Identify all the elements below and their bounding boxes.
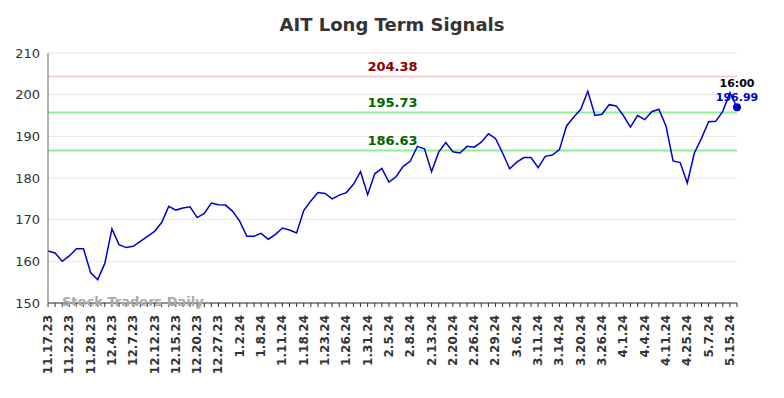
svg-text:4.4.24: 4.4.24 <box>638 315 652 358</box>
svg-text:1.31.24: 1.31.24 <box>361 315 375 366</box>
svg-text:2.26.24: 2.26.24 <box>467 315 481 366</box>
svg-text:1.23.24: 1.23.24 <box>318 315 332 366</box>
svg-text:196.99: 196.99 <box>716 91 758 104</box>
svg-text:3.26.24: 3.26.24 <box>595 315 609 366</box>
svg-text:2.20.24: 2.20.24 <box>446 315 460 366</box>
svg-text:2.5.24: 2.5.24 <box>382 315 396 358</box>
svg-text:204.38: 204.38 <box>367 59 417 74</box>
svg-text:4.1.24: 4.1.24 <box>616 315 630 358</box>
svg-text:12.27.23: 12.27.23 <box>211 315 225 374</box>
svg-text:11.28.23: 11.28.23 <box>84 315 98 374</box>
svg-text:12.15.23: 12.15.23 <box>169 315 183 374</box>
svg-text:12.4.23: 12.4.23 <box>105 315 119 366</box>
svg-text:2.8.24: 2.8.24 <box>403 315 417 358</box>
svg-text:200: 200 <box>15 87 40 102</box>
svg-text:11.22.23: 11.22.23 <box>62 315 76 374</box>
svg-text:5.15.24: 5.15.24 <box>723 315 737 366</box>
svg-text:2.13.24: 2.13.24 <box>425 315 439 366</box>
svg-text:3.20.24: 3.20.24 <box>574 315 588 366</box>
svg-text:12.20.23: 12.20.23 <box>190 315 204 374</box>
svg-text:2.29.24: 2.29.24 <box>488 315 502 366</box>
svg-text:4.25.24: 4.25.24 <box>680 315 694 366</box>
svg-text:1.8.24: 1.8.24 <box>254 315 268 358</box>
svg-text:12.7.23: 12.7.23 <box>126 315 140 366</box>
html-text:Stock Traders Daily: Stock Traders Daily <box>62 294 204 309</box>
html-text:AIT Long Term Signals: AIT Long Term Signals <box>279 14 505 35</box>
svg-text:1.2.24: 1.2.24 <box>233 315 247 358</box>
svg-text:3.11.24: 3.11.24 <box>531 315 545 366</box>
svg-text:186.63: 186.63 <box>367 133 417 148</box>
svg-text:1.11.24: 1.11.24 <box>275 315 289 366</box>
svg-text:3.14.24: 3.14.24 <box>552 315 566 366</box>
svg-text:1.26.24: 1.26.24 <box>339 315 353 366</box>
svg-text:195.73: 195.73 <box>367 95 417 110</box>
svg-text:210: 210 <box>15 46 40 61</box>
svg-text:160: 160 <box>15 254 40 269</box>
svg-text:5.7.24: 5.7.24 <box>702 315 716 358</box>
svg-text:11.17.23: 11.17.23 <box>41 315 55 374</box>
svg-text:190: 190 <box>15 129 40 144</box>
svg-text:3.6.24: 3.6.24 <box>510 315 524 358</box>
svg-text:4.11.24: 4.11.24 <box>659 315 673 366</box>
svg-text:170: 170 <box>15 212 40 227</box>
svg-text:180: 180 <box>15 171 40 186</box>
svg-text:1.18.24: 1.18.24 <box>297 315 311 366</box>
svg-text:150: 150 <box>15 296 40 311</box>
svg-text:16:00: 16:00 <box>719 77 754 90</box>
svg-text:12.12.23: 12.12.23 <box>148 315 162 374</box>
